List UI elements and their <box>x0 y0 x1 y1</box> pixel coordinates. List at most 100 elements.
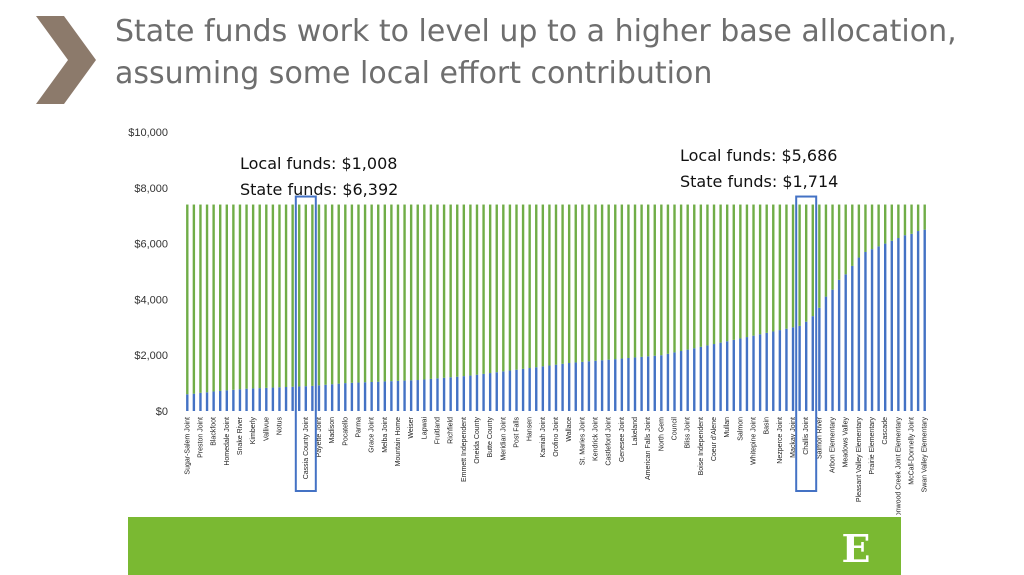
bar-state-funds <box>745 204 749 338</box>
bar-local-funds <box>824 296 828 411</box>
bar-local-funds <box>317 385 321 411</box>
bar-state-funds <box>390 204 393 382</box>
bar-state-funds <box>778 204 782 331</box>
bar-state-funds <box>192 204 196 394</box>
bar-state-funds <box>706 204 709 346</box>
bar-state-funds <box>719 204 722 343</box>
bar-state-funds <box>890 204 893 241</box>
x-tick-label: Mackay Joint <box>790 417 797 458</box>
bar-local-funds <box>554 364 558 411</box>
bar-state-funds <box>383 204 387 382</box>
bar-state-funds <box>653 204 656 356</box>
x-tick-label: Whitepine Joint <box>751 417 758 465</box>
bar-state-funds <box>469 204 472 376</box>
y-axis: $0 $2,000 $4,000 $6,000 $8,000 $10,000 <box>128 127 168 418</box>
bar-local-funds <box>916 231 920 411</box>
bar-series <box>186 204 926 411</box>
bar-local-funds <box>877 246 880 411</box>
bar-local-funds <box>725 341 729 411</box>
x-tick-label: Genesee Joint <box>619 417 626 462</box>
bar-local-funds <box>646 356 650 411</box>
bar-local-funds <box>219 390 222 411</box>
bar-local-funds <box>265 387 268 411</box>
bar-local-funds <box>212 391 215 411</box>
bar-local-funds <box>251 388 255 411</box>
x-tick-label: Salmon River <box>816 416 823 459</box>
bar-local-funds <box>818 307 821 411</box>
bar-state-funds <box>600 204 604 361</box>
bar-local-funds <box>482 373 485 411</box>
x-tick-label: Pocatello <box>342 417 349 446</box>
bar-state-funds <box>785 204 788 329</box>
bar-state-funds <box>837 204 841 280</box>
bar-state-funds <box>232 204 235 390</box>
bar-local-funds <box>436 378 439 411</box>
x-tick-label: Sugar-Salem Joint <box>184 417 191 475</box>
y-tick-label: $4,000 <box>134 294 168 306</box>
bar-local-funds <box>409 380 413 411</box>
bar-state-funds <box>251 204 255 389</box>
bar-state-funds <box>666 204 670 354</box>
x-tick-label: Hansen <box>527 417 534 441</box>
bar-state-funds <box>416 204 419 381</box>
bar-local-funds <box>548 365 551 411</box>
bar-local-funds <box>370 381 373 411</box>
bar-state-funds <box>824 204 828 297</box>
x-tick-label: Blackfoot <box>211 417 218 446</box>
footer-logo: E <box>842 528 871 568</box>
bar-state-funds <box>758 204 762 335</box>
bar-state-funds <box>732 204 735 340</box>
bar-state-funds <box>607 204 610 360</box>
bar-state-funds <box>903 204 907 236</box>
x-tick-label: Cottonwood Creek Joint Elementary <box>895 417 902 515</box>
bar-state-funds <box>541 204 545 367</box>
x-tick-label: Coeur d'Alene <box>711 417 718 461</box>
bar-local-funds <box>232 389 235 411</box>
bar-local-funds <box>778 330 782 411</box>
y-tick-label: $6,000 <box>134 239 168 251</box>
bar-state-funds <box>219 204 222 391</box>
x-tick-label: Lapwai <box>421 417 428 440</box>
bar-local-funds <box>205 392 209 411</box>
bar-state-funds <box>403 204 406 381</box>
bar-state-funds <box>528 204 531 369</box>
bar-local-funds <box>521 368 525 411</box>
slide-title-line-1: State funds work to level up to a higher… <box>115 14 957 49</box>
x-tick-label: Snake River <box>237 416 244 455</box>
x-tick-label: Madison <box>329 417 336 444</box>
x-tick-label: Nezperce Joint <box>777 417 784 464</box>
bar-local-funds <box>699 346 703 411</box>
bar-local-funds <box>857 257 861 411</box>
bar-state-funds <box>475 204 479 375</box>
annotation-left-local: Local funds: $1,008 <box>240 154 398 173</box>
bar-state-funds <box>693 204 696 349</box>
x-tick-label: Kendrick Joint <box>593 417 600 461</box>
bar-state-funds <box>298 204 301 387</box>
bar-local-funds <box>719 342 722 411</box>
bar-state-funds <box>535 204 538 368</box>
x-tick-label: Richfield <box>448 417 455 444</box>
x-tick-label: Prairie Elementary <box>869 417 876 475</box>
bar-state-funds <box>186 204 189 395</box>
bar-state-funds <box>324 204 327 385</box>
bar-local-funds <box>502 371 505 411</box>
bar-state-funds <box>818 204 821 308</box>
x-tick-label: Council <box>672 417 679 441</box>
x-axis-labels: Sugar-Salem Joint Preston Joint Blackfoot H… <box>184 416 928 515</box>
bar-state-funds <box>910 204 913 234</box>
x-tick-label: Meadows Valley <box>843 417 850 468</box>
x-tick-label: Vallivue <box>263 417 270 441</box>
bar-local-funds <box>614 359 617 411</box>
bar-local-funds <box>245 388 248 411</box>
bar-state-funds <box>660 204 663 356</box>
bar-local-funds <box>811 316 814 411</box>
x-tick-label: Castleford Joint <box>606 417 613 466</box>
bar-local-funds <box>298 386 301 411</box>
x-tick-label: Notus <box>276 417 283 436</box>
bar-local-funds <box>745 337 749 411</box>
bar-local-funds <box>620 358 624 411</box>
bar-local-funds <box>910 233 913 411</box>
bar-state-funds <box>337 204 340 384</box>
bar-state-funds <box>291 204 294 387</box>
bar-local-funds <box>864 251 867 411</box>
